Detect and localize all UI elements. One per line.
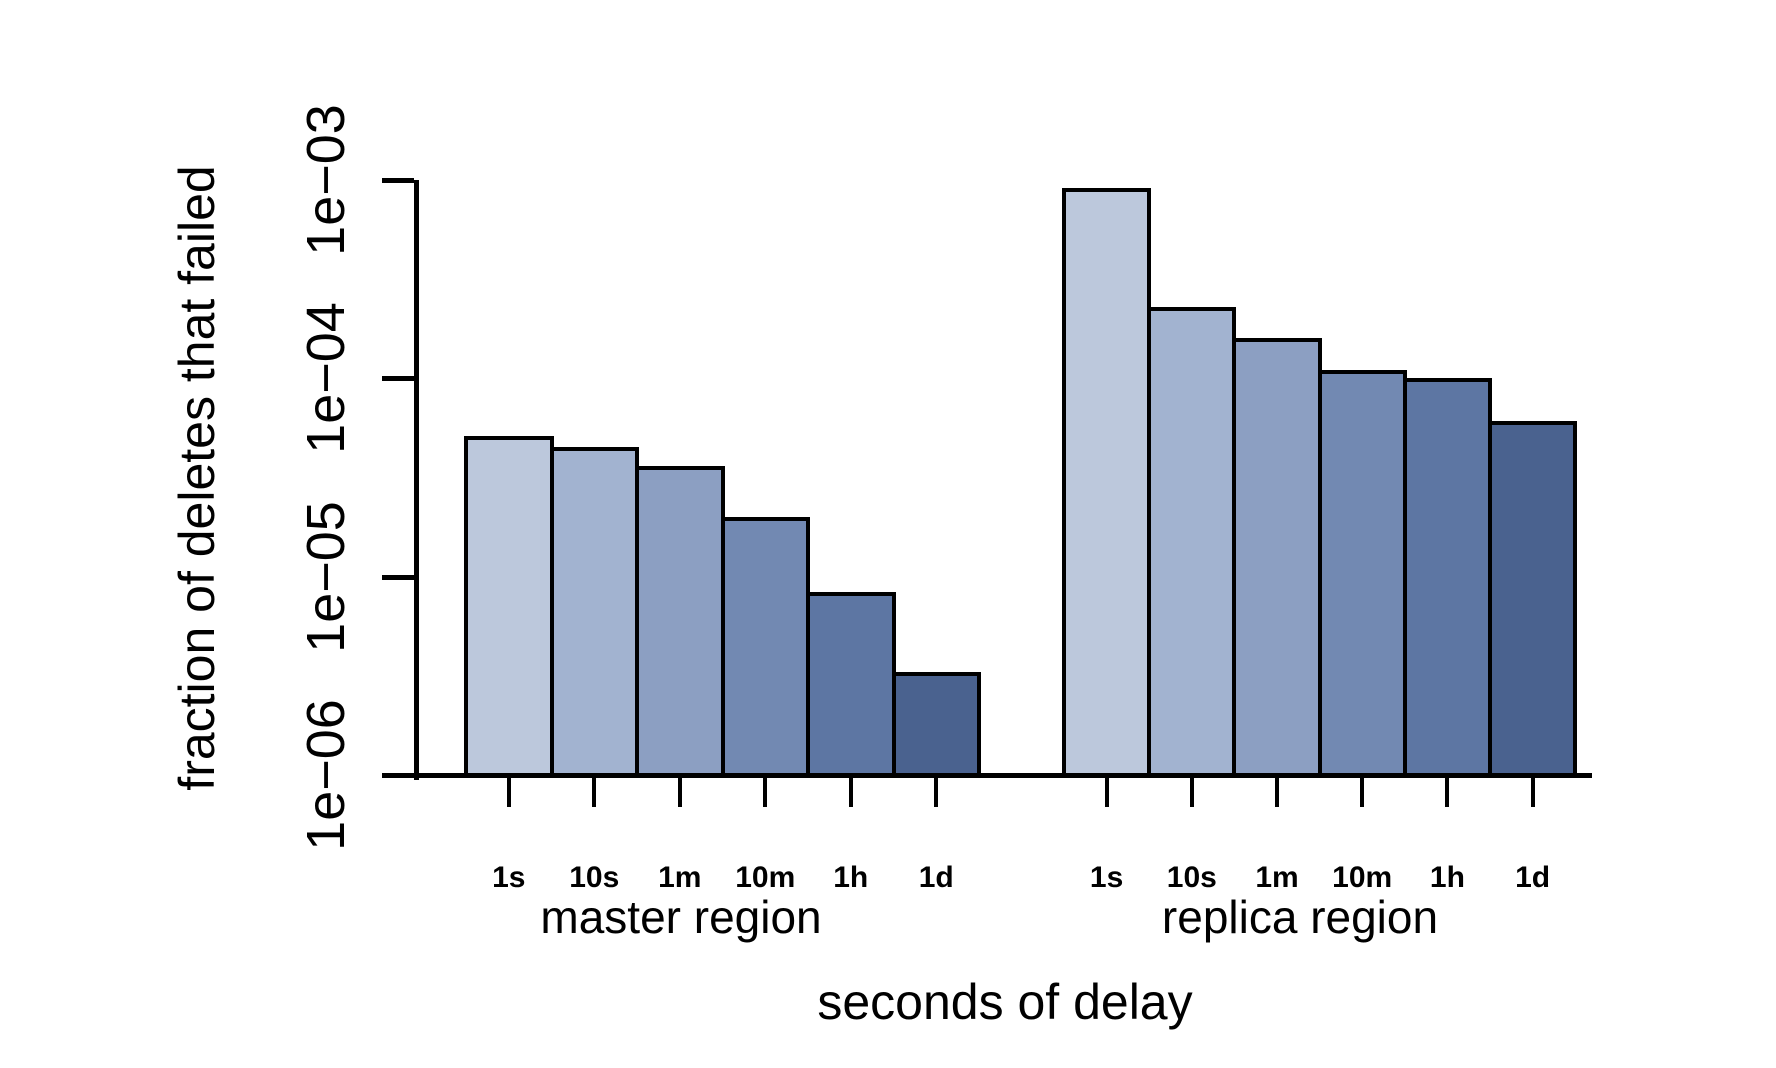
x-tick-label: 1s: [492, 861, 526, 894]
bar-master-10m: [720, 516, 810, 777]
bar-replica-1s: [1062, 188, 1152, 777]
x-axis-tick: [592, 777, 597, 807]
x-axis-tick: [677, 777, 682, 807]
y-tick-label: 1e−04: [296, 302, 356, 455]
x-axis-tick: [1360, 777, 1365, 807]
x-tick-label: 1m: [1255, 861, 1299, 894]
bar-master-1s: [464, 436, 554, 777]
x-axis-tick: [1189, 777, 1194, 807]
bar-master-1d: [891, 672, 981, 777]
y-axis-line: [414, 180, 419, 780]
bar-replica-1d: [1488, 420, 1578, 777]
x-axis-tick: [763, 777, 768, 807]
x-tick-label: 1d: [1515, 861, 1551, 894]
group-label-master: master region: [540, 891, 822, 943]
x-axis-tick: [934, 777, 939, 807]
y-tick-label: 1e−05: [296, 500, 356, 653]
x-tick-label: 10s: [1166, 861, 1217, 894]
x-tick-label: 1h: [1429, 861, 1465, 894]
x-axis-tick: [848, 777, 853, 807]
x-tick-label: 1d: [918, 861, 954, 894]
y-axis-tick: [382, 178, 414, 183]
x-tick-label: 1s: [1089, 861, 1124, 894]
x-axis-tick: [1530, 777, 1535, 807]
bar-replica-1h: [1402, 378, 1492, 777]
bar-master-1m: [635, 466, 725, 777]
x-tick-label: 1h: [833, 861, 869, 894]
group-label-replica: replica region: [1161, 891, 1439, 943]
y-tick-label: 1e−03: [296, 104, 356, 256]
y-axis-tick: [382, 574, 414, 580]
bar-replica-10s: [1147, 306, 1237, 777]
y-axis-tick: [382, 376, 414, 382]
x-axis-tick: [1104, 777, 1109, 807]
y-axis-title: fraction of deletes that failed: [169, 165, 225, 791]
bar-master-10s: [549, 447, 639, 777]
x-axis-tick: [1445, 777, 1450, 807]
bar-replica-1m: [1232, 337, 1322, 777]
x-axis-tick: [1275, 777, 1279, 807]
x-tick-label: 1m: [658, 861, 702, 894]
bar-master-1h: [806, 591, 896, 777]
x-tick-label: 10m: [1332, 861, 1393, 894]
x-axis-line: [388, 773, 1592, 778]
bar-replica-10m: [1317, 370, 1407, 777]
x-axis-tick: [506, 777, 511, 807]
y-tick-label: 1e−06: [296, 699, 356, 851]
x-axis-title: seconds of delay: [817, 974, 1193, 1030]
x-tick-label: 10m: [735, 861, 796, 894]
x-tick-label: 10s: [569, 861, 620, 894]
